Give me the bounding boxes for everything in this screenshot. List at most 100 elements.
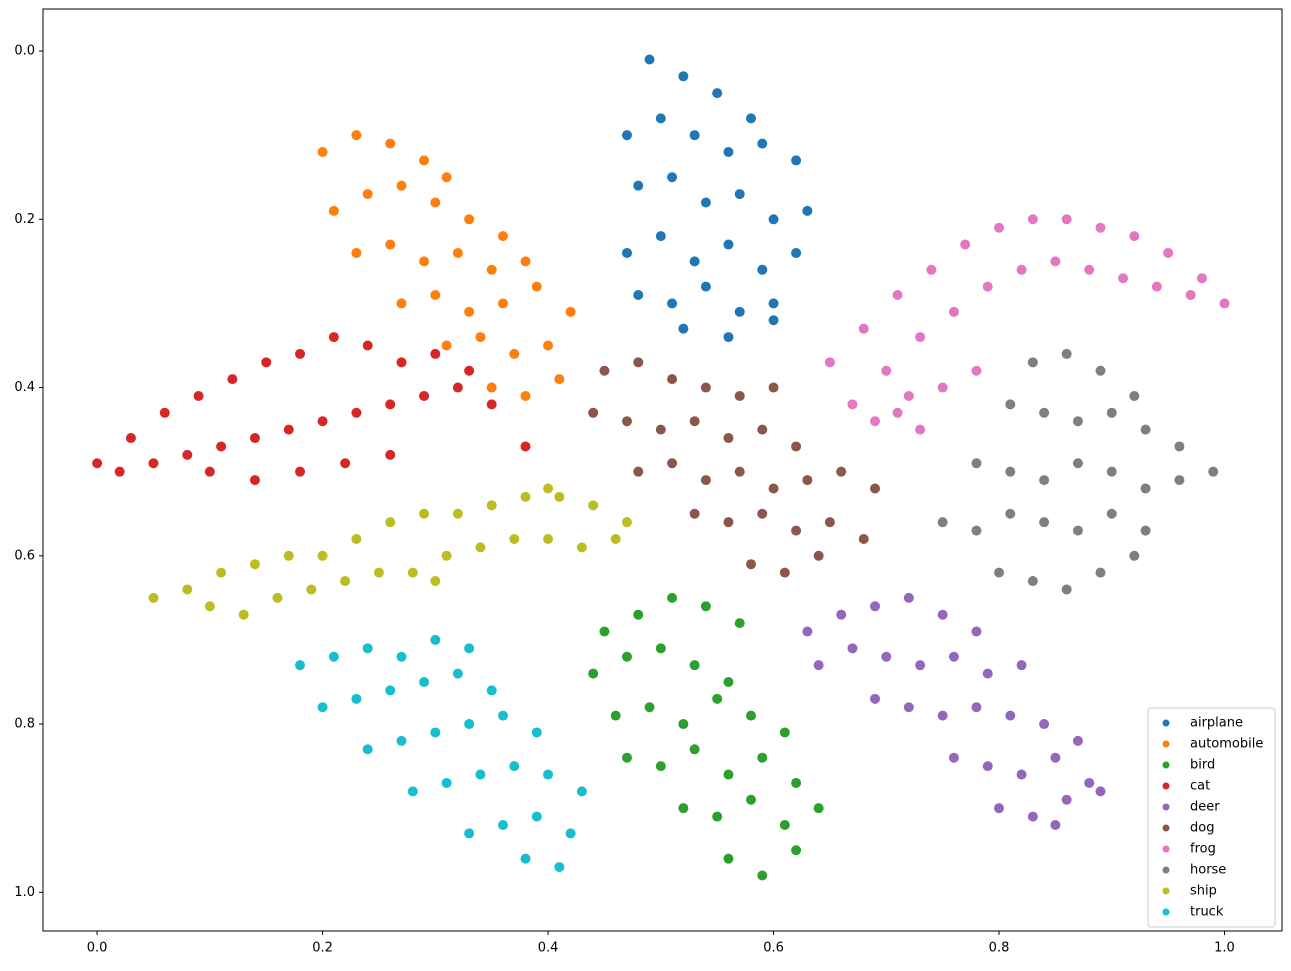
point <box>633 290 644 301</box>
point <box>1039 517 1050 528</box>
point <box>1005 508 1016 519</box>
point <box>1050 752 1061 763</box>
point <box>385 517 396 528</box>
point <box>734 189 745 200</box>
point <box>1039 719 1050 730</box>
point <box>1140 525 1151 536</box>
point <box>1129 550 1140 561</box>
point <box>328 205 339 216</box>
point <box>858 323 869 334</box>
point <box>464 365 475 376</box>
point <box>1106 407 1117 418</box>
legend-label: bird <box>1190 758 1215 773</box>
point <box>1061 214 1072 225</box>
point <box>621 416 632 427</box>
point <box>937 517 948 528</box>
point <box>362 189 373 200</box>
point <box>802 475 813 486</box>
point <box>588 407 599 418</box>
point <box>1118 273 1129 284</box>
point <box>847 399 858 410</box>
point <box>1095 365 1106 376</box>
point <box>994 222 1005 233</box>
point <box>520 491 531 502</box>
point <box>723 769 734 780</box>
point <box>419 155 430 166</box>
point <box>723 853 734 864</box>
point <box>464 643 475 654</box>
point <box>768 483 779 494</box>
axes-frame <box>42 8 1283 932</box>
point <box>272 592 283 603</box>
point <box>182 449 193 460</box>
point <box>689 416 700 427</box>
point <box>971 458 982 469</box>
point <box>655 113 666 124</box>
point <box>599 626 610 637</box>
point <box>1039 475 1050 486</box>
point <box>1129 231 1140 242</box>
point <box>903 592 914 603</box>
point <box>667 458 678 469</box>
point <box>565 306 576 317</box>
point <box>1072 416 1083 427</box>
point <box>768 214 779 225</box>
point <box>1174 441 1185 452</box>
point <box>295 466 306 477</box>
point <box>621 517 632 528</box>
point <box>1129 390 1140 401</box>
point <box>1005 399 1016 410</box>
point <box>396 735 407 746</box>
point <box>689 744 700 755</box>
point <box>937 710 948 721</box>
point <box>385 399 396 410</box>
point <box>419 676 430 687</box>
point <box>768 298 779 309</box>
legend-label: frog <box>1190 842 1216 857</box>
point <box>824 357 835 368</box>
point <box>700 475 711 486</box>
point <box>723 332 734 343</box>
point <box>644 702 655 713</box>
point <box>430 197 441 208</box>
point <box>802 205 813 216</box>
point <box>362 340 373 351</box>
legend-marker <box>1162 866 1170 874</box>
point <box>948 306 959 317</box>
point <box>723 676 734 687</box>
point <box>1208 466 1219 477</box>
point <box>441 550 452 561</box>
legend-marker <box>1162 719 1170 727</box>
point <box>723 433 734 444</box>
point <box>531 727 542 738</box>
point <box>678 323 689 334</box>
point <box>667 298 678 309</box>
point <box>621 247 632 258</box>
point <box>734 466 745 477</box>
point <box>712 811 723 822</box>
legend-label: cat <box>1190 779 1210 794</box>
point <box>1072 735 1083 746</box>
point <box>497 231 508 242</box>
point <box>870 601 881 612</box>
point <box>362 744 373 755</box>
point <box>689 256 700 267</box>
point <box>633 180 644 191</box>
point <box>678 719 689 730</box>
point <box>148 458 159 469</box>
point <box>757 424 768 435</box>
point <box>734 390 745 401</box>
point <box>1163 247 1174 258</box>
point <box>847 643 858 654</box>
point <box>655 643 666 654</box>
plot-area <box>92 54 1230 881</box>
point <box>351 130 362 141</box>
legend-marker <box>1162 761 1170 769</box>
point <box>531 811 542 822</box>
legend-label: horse <box>1190 863 1226 878</box>
point <box>452 382 463 393</box>
point <box>148 592 159 603</box>
point <box>520 853 531 864</box>
point <box>114 466 125 477</box>
